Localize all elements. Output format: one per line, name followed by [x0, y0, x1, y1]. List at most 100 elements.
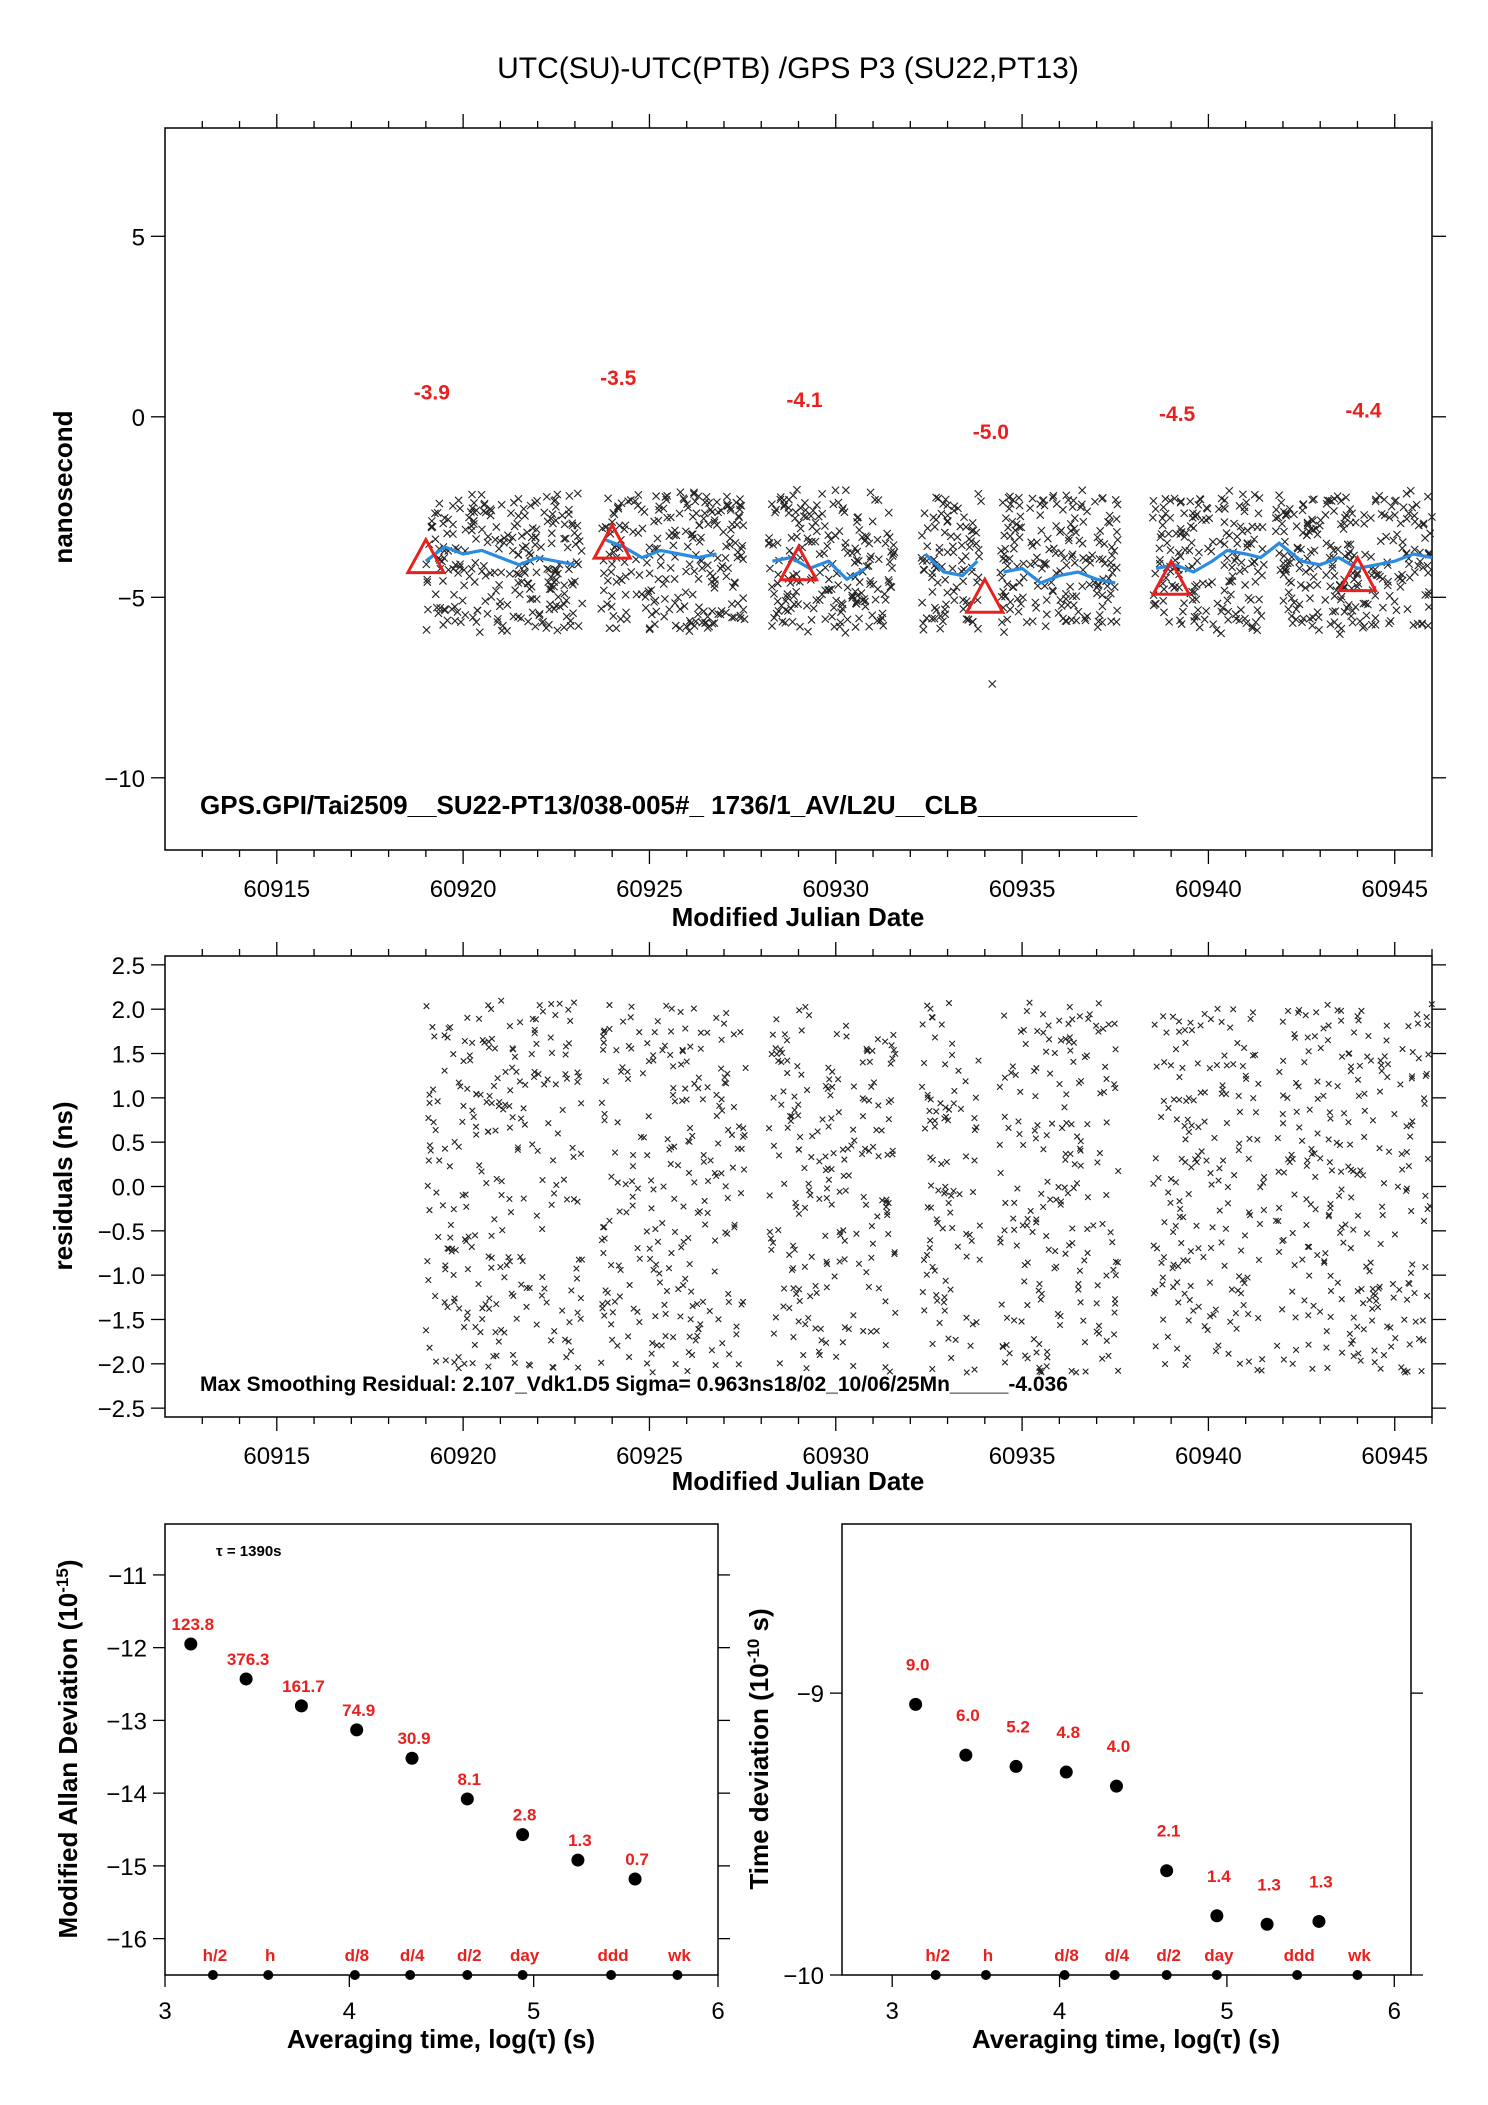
scatter-point — [1006, 1350, 1013, 1357]
scatter-point — [560, 534, 569, 543]
plot-frame — [841, 1523, 1412, 1976]
scatter-point — [794, 1112, 802, 1119]
scatter-point — [1255, 1256, 1263, 1264]
scatter-point — [535, 611, 544, 620]
scatter-point — [1179, 1213, 1187, 1221]
scatter-point — [514, 511, 523, 520]
scatter-point — [563, 1196, 571, 1203]
scatter-point — [948, 564, 957, 573]
tau-marker — [606, 1970, 617, 1980]
scatter-point — [865, 622, 874, 631]
scatter-point — [1230, 1060, 1237, 1068]
scatter-point — [528, 524, 537, 533]
scatter-point — [1378, 1062, 1385, 1069]
scatter-point — [1101, 1063, 1109, 1070]
scatter-point — [463, 1315, 471, 1322]
scatter-point — [1367, 1259, 1374, 1266]
scatter-point — [861, 531, 870, 540]
scatter-point — [968, 519, 977, 527]
scatter-point — [506, 1102, 513, 1110]
scatter-point — [1068, 502, 1077, 511]
point-value-label: 2.1 — [1157, 1822, 1181, 1841]
scatter-point — [623, 1209, 630, 1216]
scatter-point — [619, 1018, 627, 1025]
scatter-point — [1254, 509, 1263, 518]
tau-marker-label: h — [265, 1946, 275, 1965]
scatter-point — [1389, 1280, 1397, 1288]
scatter-point — [1398, 538, 1407, 547]
scatter-point — [1399, 1045, 1406, 1053]
scatter-point — [1403, 1148, 1411, 1156]
scatter-point — [1361, 1107, 1369, 1114]
scatter-point — [553, 626, 562, 635]
scatter-point — [826, 1076, 833, 1083]
scatter-point — [1065, 1242, 1073, 1249]
scatter-point — [1159, 1281, 1166, 1288]
scatter-point — [723, 1009, 730, 1017]
scatter-point — [1073, 1133, 1081, 1140]
scatter-point — [695, 1085, 702, 1092]
scatter-point — [1001, 514, 1010, 523]
scatter-point — [1409, 1048, 1416, 1056]
scatter-point — [1301, 583, 1310, 592]
scatter-point — [824, 1085, 831, 1093]
scatter-point — [1008, 1069, 1015, 1076]
scatter-point — [1177, 1205, 1184, 1213]
scatter-point — [932, 515, 941, 524]
scatter-point — [1000, 531, 1009, 540]
scatter-point — [1015, 523, 1024, 532]
plot-frame — [164, 1523, 719, 1976]
y-tick-label: −1.5 — [98, 1307, 145, 1334]
scatter-point — [1326, 541, 1335, 550]
scatter-point — [1380, 1351, 1388, 1359]
scatter-point — [617, 499, 626, 508]
scatter-point — [694, 574, 703, 583]
scatter-point — [1222, 1225, 1230, 1232]
scatter-point — [469, 520, 478, 529]
scatter-point — [500, 534, 509, 543]
scatter-point — [1175, 1299, 1182, 1306]
scatter-point — [1350, 1314, 1357, 1321]
scatter-point — [507, 1208, 515, 1216]
scatter-point — [799, 512, 808, 521]
scatter-point — [669, 541, 678, 550]
scatter-point — [822, 1232, 829, 1240]
scatter-point — [1315, 521, 1324, 530]
scatter-point — [1423, 492, 1432, 501]
allan-deviation-panel: 3 4 5 6−11−12−13−14−15−16 123.8376.3161.774… — [53, 1523, 730, 2054]
scatter-point — [514, 550, 523, 559]
scatter-point — [841, 1237, 849, 1244]
scatter-point — [517, 531, 526, 540]
scatter-point — [704, 520, 713, 529]
scatter-point — [1218, 1239, 1225, 1246]
scatter-point — [1148, 513, 1157, 522]
scatter-point — [1206, 1313, 1214, 1320]
scatter-point — [712, 1361, 719, 1369]
scatter-point — [471, 1341, 479, 1349]
scatter-point — [882, 1363, 889, 1371]
scatter-point — [721, 1074, 728, 1081]
scatter-point — [807, 615, 816, 624]
scatter-point — [790, 1333, 797, 1341]
scatter-point — [800, 1351, 807, 1359]
scatter-point — [1110, 1081, 1118, 1088]
scatter-point — [1190, 612, 1199, 621]
scatter-point — [1376, 1145, 1383, 1152]
scatter-point — [601, 1223, 608, 1231]
scatter-point — [1011, 526, 1020, 535]
scatter-point — [1366, 1268, 1373, 1275]
scatter-point — [549, 519, 558, 528]
scatter-point — [825, 1176, 833, 1183]
scatter-point — [660, 1183, 667, 1190]
scatter-point — [1421, 1100, 1428, 1107]
scatter-point — [671, 1195, 678, 1202]
scatter-point — [775, 1152, 783, 1159]
scatter-point — [670, 1084, 677, 1092]
scatter-point — [1170, 1096, 1178, 1103]
scatter-point — [574, 1364, 582, 1371]
scatter-point — [562, 1070, 569, 1078]
scatter-point — [629, 1202, 636, 1209]
scatter-point — [1105, 1352, 1112, 1359]
scatter-point — [628, 1178, 636, 1185]
y-tick-label: 0 — [132, 405, 145, 432]
